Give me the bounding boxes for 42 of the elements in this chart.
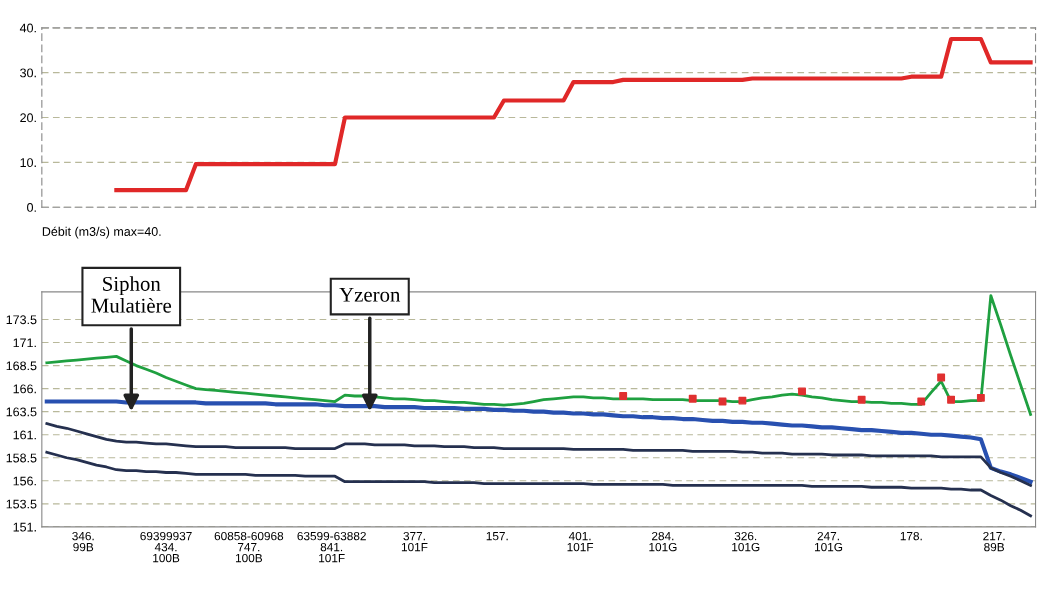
- y-tick-label: 171.: [13, 338, 36, 348]
- y-tick-label: 161.: [13, 430, 36, 440]
- point: [688, 394, 697, 403]
- point: [619, 392, 628, 400]
- text: 60858-60968 747. 100B: [214, 531, 284, 563]
- y-tick-label: 151.: [13, 522, 36, 532]
- point: [917, 397, 926, 406]
- y-tick-label: 10.: [20, 158, 36, 168]
- point: [857, 395, 866, 404]
- point: [976, 393, 985, 402]
- annotation: Yzeron: [339, 287, 401, 302]
- annotation: Siphon Mulatière: [91, 276, 172, 313]
- point: [947, 395, 956, 404]
- y-tick-label: 173.5: [6, 315, 37, 325]
- text: 217. 89B: [983, 531, 1005, 552]
- y-tick-label: 20.: [20, 113, 36, 123]
- line-series: [114, 36, 1033, 193]
- y-tick-label: 163.5: [6, 407, 37, 417]
- text: 178.: [900, 531, 922, 541]
- point: [798, 387, 806, 396]
- y-tick-label: 156.: [13, 476, 36, 486]
- y-tick-label: 153.5: [6, 499, 37, 509]
- point: [937, 373, 946, 382]
- y-tick-label: 30.: [20, 68, 36, 78]
- y-tick-label: 158.5: [6, 453, 37, 463]
- y-tick-label: 0.: [27, 203, 36, 212]
- text: 247. 101G: [814, 531, 843, 552]
- text: 346. 99B: [72, 531, 94, 552]
- point: [738, 396, 747, 405]
- line-series: [45, 422, 1032, 487]
- text: 326. 101G: [732, 531, 760, 552]
- text: 63599-63882 841. 101F: [297, 531, 366, 563]
- x-axis-title: Débit (m3/s) max=40.: [42, 226, 161, 239]
- text: 377. 101F: [401, 531, 428, 552]
- y-tick-label: 40.: [19, 23, 36, 33]
- text: 157.: [486, 532, 508, 541]
- y-tick-label: 168.5: [6, 361, 37, 371]
- text: 401. 101F: [567, 531, 594, 552]
- y-tick-label: 166.: [13, 384, 36, 394]
- text: 69399937 434. 100B: [140, 531, 192, 563]
- line-series: [45, 450, 1032, 518]
- text: 284. 101G: [649, 531, 677, 552]
